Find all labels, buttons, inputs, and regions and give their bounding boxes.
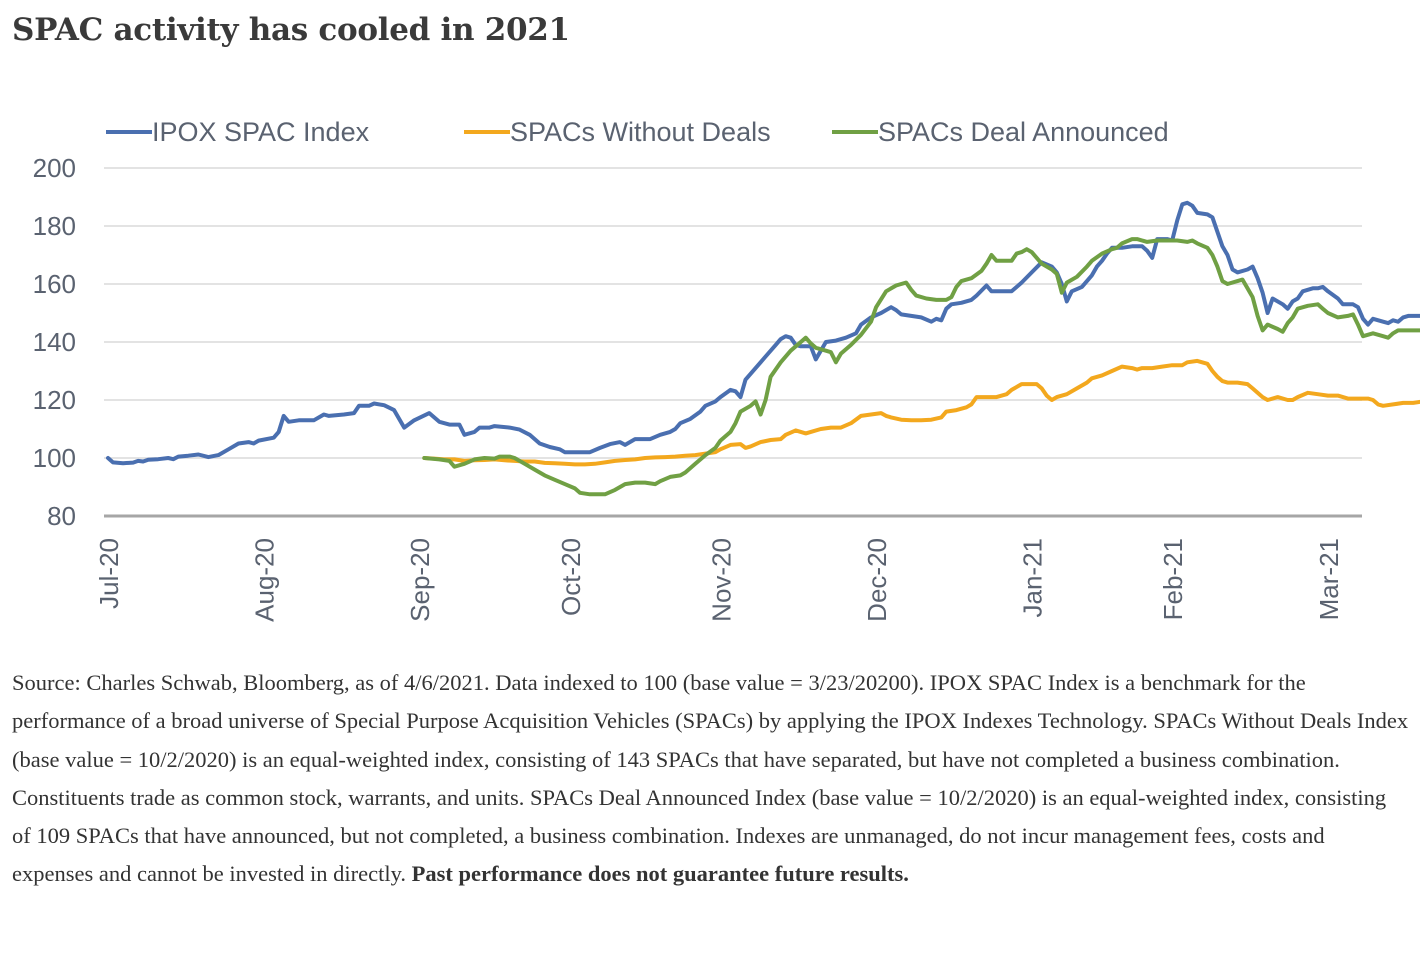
series-line-spacs-deal-announced [422, 237, 1420, 497]
series-lines [106, 200, 1420, 497]
legend-item: SPACs Deal Announced [832, 117, 1169, 147]
x-tick-label: Jul-20 [94, 538, 124, 609]
x-tick-label: Sep-20 [405, 538, 435, 622]
y-tick-label: 200 [33, 153, 76, 183]
series-line-spacs-without-deals [422, 358, 1420, 467]
x-tick-label: Mar-21 [1314, 538, 1344, 620]
y-tick-label: 180 [33, 211, 76, 241]
y-tick-label: 120 [33, 385, 76, 415]
y-tick-label: 100 [33, 443, 76, 473]
y-axis-ticks: 80 100 120 140 160 180 200 [33, 153, 76, 531]
caption-disclaimer: Past performance does not guarantee futu… [411, 861, 909, 887]
x-tick-label: Aug-20 [250, 538, 280, 622]
source-caption: Source: Charles Schwab, Bloomberg, as of… [12, 664, 1410, 894]
legend-label: SPACs Deal Announced [878, 117, 1169, 147]
line-chart: IPOX SPAC Index SPACs Without Deals SPACs … [33, 117, 1420, 622]
legend-item: SPACs Without Deals [464, 117, 771, 147]
series-line-ipox-spac-index [106, 200, 1420, 466]
x-tick-label: Oct-20 [556, 538, 586, 616]
y-tick-label: 140 [33, 327, 76, 357]
x-tick-label: Nov-20 [706, 538, 736, 622]
x-axis-ticks: Jul-20 Aug-20 Sep-20 Oct-20 Nov-20 Dec-20 Jan-… [94, 538, 1344, 622]
gridlines [104, 167, 1362, 518]
y-tick-label: 160 [33, 269, 76, 299]
legend-label: IPOX SPAC Index [152, 117, 370, 147]
legend-label: SPACs Without Deals [510, 117, 771, 147]
chart-legend: IPOX SPAC Index SPACs Without Deals SPACs … [106, 117, 1169, 147]
x-tick-label: Feb-21 [1158, 538, 1188, 620]
x-tick-label: Jan-21 [1018, 538, 1048, 618]
x-tick-label: Dec-20 [862, 538, 892, 622]
y-tick-label: 80 [47, 501, 76, 531]
legend-item: IPOX SPAC Index [106, 117, 370, 147]
caption-text: Source: Charles Schwab, Bloomberg, as of… [12, 670, 1409, 887]
chart-title: SPAC activity has cooled in 2021 [12, 12, 570, 48]
